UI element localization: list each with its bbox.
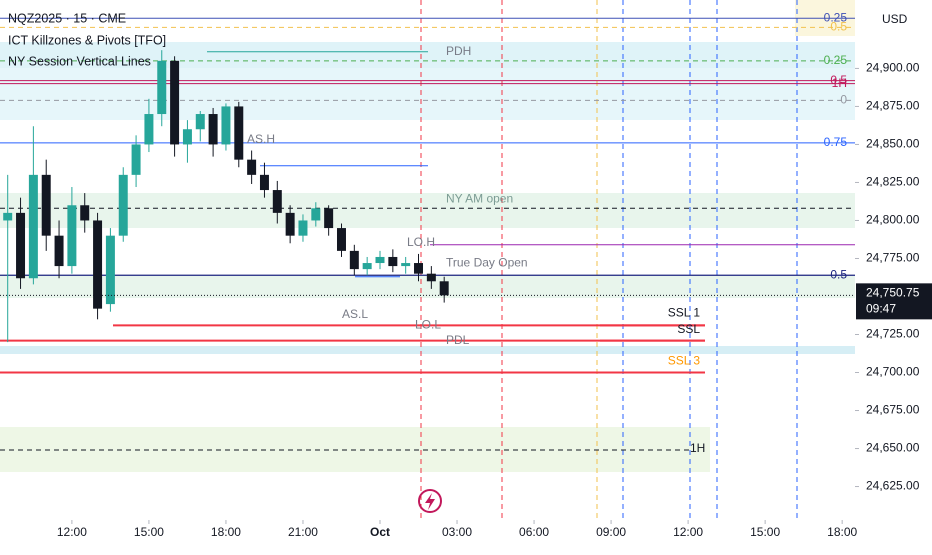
candle-body <box>41 174 51 236</box>
candle-body <box>28 174 38 279</box>
countdown: 09:47 <box>866 302 896 316</box>
level-label: NY AM open <box>446 191 513 205</box>
level-label: AS.L <box>342 307 368 321</box>
price-axis <box>855 0 932 550</box>
fib-label: 0.25 <box>824 10 848 24</box>
candle-body <box>195 114 205 130</box>
candle-body <box>247 159 257 175</box>
y-tick-label: 24,800.00 <box>866 213 920 227</box>
y-tick-label: 24,850.00 <box>866 137 920 151</box>
indicator: NY Session Vertical Lines <box>8 54 151 68</box>
candle-body <box>388 256 398 267</box>
y-tick-label: 24,875.00 <box>866 99 920 113</box>
candle-body <box>93 220 103 309</box>
x-tick-label: 21:00 <box>288 525 318 539</box>
candle-body <box>67 205 77 267</box>
session-lines <box>420 0 798 520</box>
fib-label: 0.5 <box>830 267 847 281</box>
currency: USD <box>882 12 908 26</box>
fib-label: 1H <box>832 76 847 90</box>
candle-body <box>298 220 308 236</box>
y-tick-label: 24,675.00 <box>866 403 920 417</box>
x-tick-label: 18:00 <box>827 525 857 539</box>
candle-body <box>80 205 90 221</box>
level-label: LO.L <box>415 318 441 332</box>
candle-body <box>144 114 154 145</box>
candle-body <box>426 273 436 282</box>
candle-body <box>54 235 64 267</box>
alert-icon[interactable] <box>418 489 442 513</box>
level-label: SSL 1 <box>668 306 701 320</box>
x-tick-label: 03:00 <box>442 525 472 539</box>
y-tick-label: 24,775.00 <box>866 251 920 265</box>
candle-body <box>105 235 115 305</box>
x-tick-label: 12:00 <box>673 525 703 539</box>
candle-body <box>375 256 385 264</box>
candle-body <box>285 212 295 236</box>
level-label: PDL <box>446 333 470 347</box>
indicator: ICT Killzones & Pivots [TFO] <box>8 33 166 47</box>
candle-body <box>401 263 411 267</box>
level-label: True Day Open <box>446 255 528 269</box>
candle-body <box>118 174 128 236</box>
y-tick-label: 24,900.00 <box>866 61 920 75</box>
candle-body <box>349 250 359 270</box>
last-price-label: 24,750.75 <box>866 286 920 300</box>
y-tick-label: 24,650.00 <box>866 441 920 455</box>
fib-label: 0.25 <box>824 53 848 67</box>
level-label: AS.H <box>247 132 275 146</box>
candle-body <box>16 212 26 279</box>
candle-body <box>272 190 282 213</box>
y-tick-label: 24,625.00 <box>866 479 920 493</box>
x-tick-label: Oct <box>370 525 390 539</box>
x-tick-label: 06:00 <box>519 525 549 539</box>
candle-body <box>336 228 346 251</box>
level-label: SSL 3 <box>668 354 701 368</box>
fib-label: 0 <box>840 93 847 107</box>
x-tick-label: 09:00 <box>596 525 626 539</box>
candle-body <box>131 144 141 175</box>
fib-label: 0.5 <box>830 20 847 34</box>
last-price-box <box>856 283 932 320</box>
candle-body <box>259 174 269 191</box>
candle-body <box>221 106 231 145</box>
level-label: SSL <box>677 322 700 336</box>
candle-body <box>324 208 334 229</box>
level-label: LO.H <box>407 235 435 249</box>
candle-body <box>234 106 244 160</box>
y-tick-label: 24,725.00 <box>866 327 920 341</box>
x-tick-label: 18:00 <box>211 525 241 539</box>
candle-body <box>170 60 180 145</box>
background-zones <box>0 0 855 472</box>
candle-body <box>414 263 424 274</box>
fib-label: 0.75 <box>824 135 848 149</box>
level-label: PDH <box>446 44 471 58</box>
level-label: 1H <box>690 441 705 455</box>
candle-body <box>311 208 321 221</box>
candle-body <box>439 281 449 296</box>
candle-body <box>362 263 372 270</box>
symbol: NQZ2025 · 15 · CME <box>8 11 126 25</box>
candle-body <box>182 129 192 145</box>
candle-body <box>208 114 218 145</box>
x-tick-label: 15:00 <box>750 525 780 539</box>
y-tick-label: 24,700.00 <box>866 365 920 379</box>
candle-body <box>157 60 167 115</box>
candle-body <box>3 212 13 221</box>
y-tick-label: 24,825.00 <box>866 175 920 189</box>
x-tick-label: 12:00 <box>57 525 87 539</box>
x-tick-label: 15:00 <box>134 525 164 539</box>
